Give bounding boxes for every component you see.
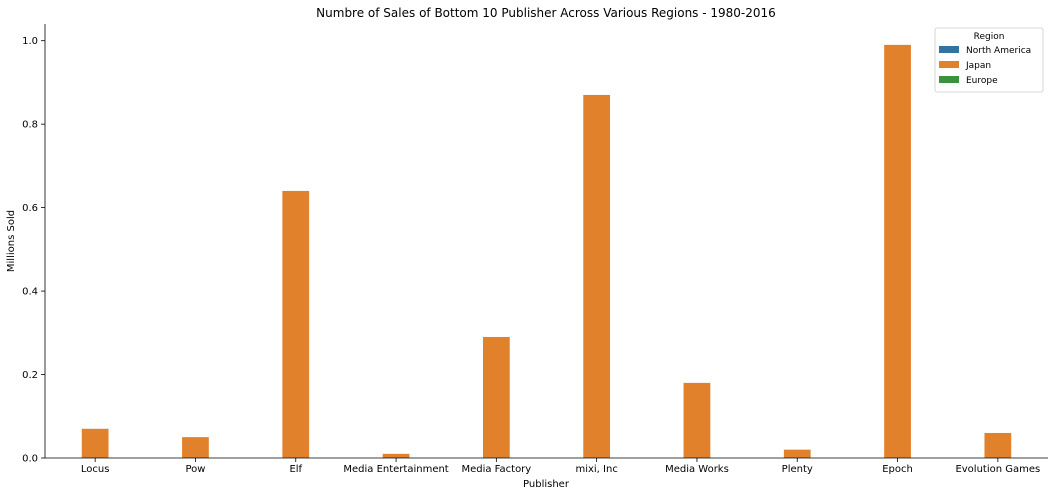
legend-label: Europe xyxy=(966,76,998,86)
bar-japan xyxy=(884,44,911,458)
bar-japan xyxy=(583,94,611,458)
bar-japan xyxy=(382,453,410,458)
x-tick-label: Locus xyxy=(81,464,110,475)
legend-swatch xyxy=(939,61,959,68)
y-tick-label: 0.4 xyxy=(22,287,38,298)
chart-title: Numbre of Sales of Bottom 10 Publisher A… xyxy=(316,6,776,20)
x-tick-label: Media Works xyxy=(665,464,729,475)
bar-group xyxy=(81,44,1012,458)
legend-label: North America xyxy=(966,46,1031,56)
x-tick-label: Elf xyxy=(289,464,302,475)
legend-box xyxy=(934,27,1044,93)
y-tick-label: 0.6 xyxy=(22,203,38,214)
legend: Region North America Japan Europe xyxy=(934,27,1044,93)
x-tick-label: Evolution Games xyxy=(955,464,1040,475)
y-tick-label: 0.0 xyxy=(22,454,38,465)
legend-swatch xyxy=(939,76,959,83)
x-tick-label: Epoch xyxy=(882,464,913,475)
x-axis-ticks: Locus Pow Elf Media Entertainment Media Fact… xyxy=(81,458,1040,475)
x-tick-label: mixi, Inc xyxy=(575,464,617,475)
bar-japan xyxy=(783,449,811,458)
bar-japan xyxy=(81,428,109,458)
y-tick-label: 0.8 xyxy=(22,120,38,131)
bar-japan xyxy=(482,336,510,458)
bar-japan xyxy=(984,432,1012,458)
legend-label: Japan xyxy=(965,61,991,71)
axis-frame xyxy=(44,24,1048,459)
bar-japan xyxy=(182,437,209,458)
x-tick-label: Pow xyxy=(185,464,205,475)
y-tick-label: 0.2 xyxy=(22,370,38,381)
legend-title: Region xyxy=(974,32,1005,42)
x-tick-label: Media Entertainment xyxy=(343,464,448,475)
x-tick-label: Media Factory xyxy=(461,464,531,475)
x-axis-label: Publisher xyxy=(523,479,570,490)
x-tick-label: Plenty xyxy=(782,464,813,475)
y-axis-ticks: 0.0 0.2 0.4 0.6 0.8 1.0 xyxy=(22,36,45,465)
legend-swatch xyxy=(939,46,959,53)
y-tick-label: 1.0 xyxy=(22,36,38,47)
bar-japan xyxy=(683,382,711,458)
y-axis-label: Millions Sold xyxy=(6,210,17,272)
bar-japan xyxy=(282,190,310,458)
